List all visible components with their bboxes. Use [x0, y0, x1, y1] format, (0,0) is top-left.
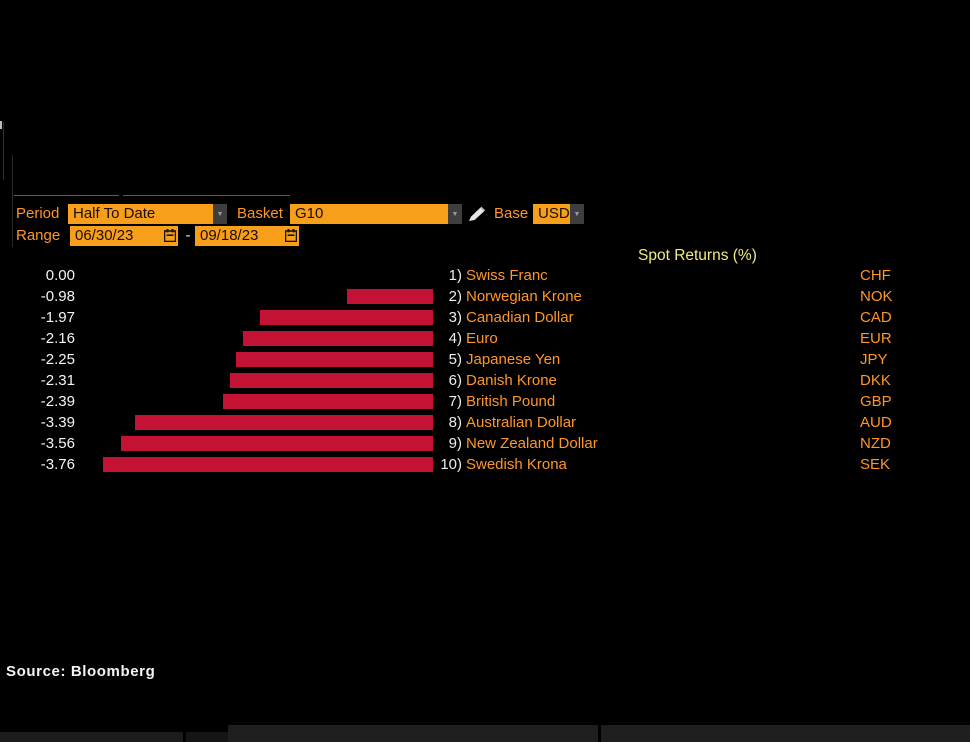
bar-value-label: -3.56 [40, 435, 75, 452]
currency-name[interactable]: British Pound [466, 393, 556, 410]
row-rank-number: 5) [448, 351, 462, 368]
currency-name[interactable]: Canadian Dollar [466, 309, 574, 326]
window-edge-tick [0, 121, 2, 129]
currency-code: EUR [860, 330, 892, 347]
row-rank-number: 1) [448, 267, 462, 284]
currency-code: NZD [860, 435, 891, 452]
currency-code: SEK [860, 456, 891, 473]
edit-basket-button[interactable] [467, 205, 487, 223]
basket-dropdown[interactable]: G10 [290, 204, 448, 224]
chart-bar [236, 352, 433, 367]
currency-code: GBP [860, 393, 892, 410]
base-dropdown[interactable]: USD [533, 204, 570, 224]
row-rank-number: 9) [448, 435, 462, 452]
panel-separator-line [123, 195, 290, 196]
chart-row: -2.16 4) Euro EUR [0, 328, 970, 349]
period-dropdown-button[interactable]: ▼ [213, 204, 227, 224]
calendar-icon[interactable] [164, 229, 176, 242]
chart-bar [121, 436, 433, 451]
bar-value-label: -3.76 [40, 456, 75, 473]
row-rank-number: 7) [448, 393, 462, 410]
currency-name[interactable]: Danish Krone [466, 372, 557, 389]
chart-row: -2.39 7) British Pound GBP [0, 391, 970, 412]
currency-code: JPY [860, 351, 888, 368]
row-rank-number: 3) [448, 309, 462, 326]
source-attribution: Source: Bloomberg [6, 663, 156, 680]
chart-bar [135, 415, 433, 430]
chart-row: -2.31 6) Danish Krone DKK [0, 370, 970, 391]
currency-code: DKK [860, 372, 891, 389]
range-end-input[interactable]: 09/18/23 [195, 226, 299, 246]
bar-value-label: -0.98 [40, 288, 75, 305]
chart-bar [347, 289, 433, 304]
currency-name[interactable]: Japanese Yen [466, 351, 561, 368]
currency-code: CHF [860, 267, 891, 284]
chart-bar [103, 457, 433, 472]
row-rank-number: 2) [448, 288, 462, 305]
chart-title: Spot Returns (%) [638, 247, 757, 264]
period-label: Period [16, 205, 60, 222]
chart-bar [260, 310, 433, 325]
basket-label: Basket [237, 205, 283, 222]
base-label: Base [494, 205, 529, 222]
range-end-value: 09/18/23 [200, 227, 259, 244]
bar-value-label: -1.97 [40, 309, 75, 326]
pencil-icon [469, 206, 486, 221]
chart-row: -3.39 8) Australian Dollar AUD [0, 412, 970, 433]
currency-name[interactable]: New Zealand Dollar [466, 435, 598, 452]
chart-bar [223, 394, 433, 409]
range-separator: - [185, 227, 191, 244]
row-rank-number: 8) [448, 414, 462, 431]
range-start-input[interactable]: 06/30/23 [70, 226, 178, 246]
base-dropdown-button[interactable]: ▼ [570, 204, 584, 224]
bar-value-label: -2.31 [40, 372, 75, 389]
bar-value-label: -2.25 [40, 351, 75, 368]
currency-name[interactable]: Swiss Franc [466, 267, 548, 284]
calendar-icon[interactable] [285, 229, 297, 242]
range-label: Range [16, 227, 61, 244]
taskbar-strip [0, 732, 183, 742]
row-rank-number: 10) [440, 456, 462, 473]
range-start-value: 06/30/23 [75, 227, 134, 244]
row-rank-number: 6) [448, 372, 462, 389]
chart-row: -2.25 5) Japanese Yen JPY [0, 349, 970, 370]
period-dropdown[interactable]: Half To Date [68, 204, 213, 224]
panel-separator-line [14, 195, 119, 196]
chevron-down-icon: ▼ [451, 210, 459, 218]
chart-row: -1.97 3) Canadian Dollar CAD [0, 307, 970, 328]
chart-bar [243, 331, 433, 346]
currency-code: NOK [860, 288, 893, 305]
chart-bar [230, 373, 433, 388]
chevron-down-icon: ▼ [216, 210, 224, 218]
period-value: Half To Date [73, 205, 156, 222]
bar-value-label: 0.00 [45, 267, 75, 284]
currency-name[interactable]: Australian Dollar [466, 414, 577, 431]
basket-dropdown-button[interactable]: ▼ [448, 204, 462, 224]
base-value: USD [538, 205, 570, 222]
currency-name[interactable]: Euro [466, 330, 498, 347]
bar-value-label: -2.39 [40, 393, 75, 410]
chevron-down-icon: ▼ [573, 210, 581, 218]
currency-name[interactable]: Norwegian Krone [466, 288, 582, 305]
currency-code: AUD [860, 414, 892, 431]
bar-value-label: -2.16 [40, 330, 75, 347]
bar-value-label: -3.39 [40, 414, 75, 431]
chart-row: -3.56 9) New Zealand Dollar NZD [0, 433, 970, 454]
chart-row: 0.00 1) Swiss Franc CHF [0, 265, 970, 286]
currency-name[interactable]: Swedish Krona [466, 456, 567, 473]
chart-row: -0.98 2) Norwegian Krone NOK [0, 286, 970, 307]
currency-code: CAD [860, 309, 892, 326]
panel-border-line [3, 122, 4, 180]
chart-row: -3.76 10) Swedish Krona SEK [0, 454, 970, 475]
basket-value: G10 [295, 205, 324, 222]
chart-rows: 0.00 1) Swiss Franc CHF -0.98 2) Norwegian Kro… [0, 265, 970, 475]
row-rank-number: 4) [448, 330, 462, 347]
panel-border-line [12, 155, 13, 247]
taskbar-divider [598, 725, 601, 742]
taskbar-strip [186, 732, 228, 742]
